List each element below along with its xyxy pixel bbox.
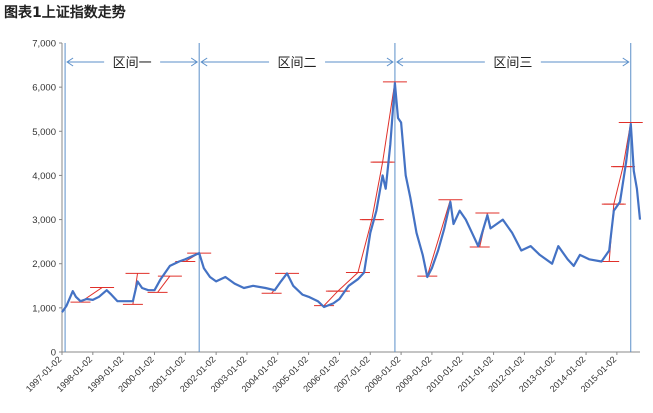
region-markers: 区间一 区间二 区间三: [64, 43, 632, 352]
arrowhead-right: [386, 57, 394, 67]
y-tick-label: 7,000: [32, 39, 56, 50]
y-tick-label: 4,000: [32, 171, 56, 182]
chart-title: 图表1上证指数走势: [4, 5, 126, 21]
rise-arrow: [426, 199, 451, 277]
x-tick-labels: 1997-01-021998-01-021999-01-022000-01-02…: [24, 352, 618, 394]
arrowhead-left: [396, 57, 404, 67]
y-tick-label: 0: [51, 348, 56, 359]
rise-arrow: [357, 219, 373, 273]
rise-arrow: [371, 162, 384, 220]
rise-annotations: [70, 81, 643, 307]
region-label: 区间二: [278, 56, 317, 71]
y-tick-label: 2,000: [32, 259, 56, 270]
rise-arrow: [157, 275, 171, 293]
region-label: 区间一: [113, 56, 152, 71]
y-tick-labels: 0 1,000 2,000 3,000 4,000 5,000 6,000 7,000: [32, 39, 62, 359]
series-line: [61, 82, 642, 313]
y-tick-label: 5,000: [32, 127, 56, 138]
series-group: [61, 82, 642, 313]
arrowhead-left: [200, 57, 208, 67]
y-tick-label: 3,000: [32, 215, 56, 226]
rise-arrow: [382, 81, 396, 163]
arrowhead-right: [622, 57, 630, 67]
arrowhead-right: [190, 57, 199, 67]
rise-arrow: [323, 290, 339, 306]
region-label: 区间三: [493, 56, 532, 71]
rise-arrow: [337, 272, 359, 292]
axis-group: [61, 43, 640, 353]
rise-arrow: [613, 166, 624, 205]
y-tick-label: 6,000: [32, 83, 56, 94]
arrowhead-left: [66, 57, 74, 67]
y-tick-label: 1,000: [32, 303, 56, 314]
